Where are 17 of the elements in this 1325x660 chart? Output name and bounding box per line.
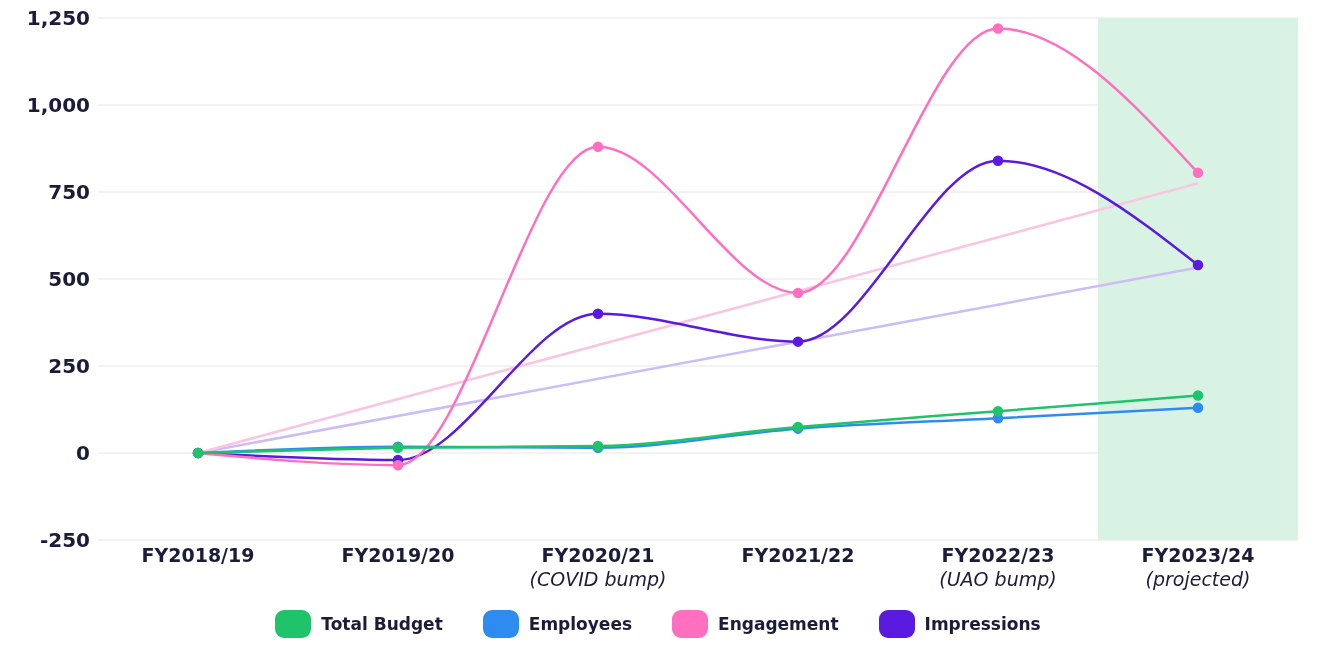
x-tick-label: FY2018/19 [141,544,255,566]
legend-label: Total Budget [320,613,443,636]
x-tick-label: FY2021/22 [741,544,855,566]
x-tick-label: FY2020/21 (COVID bump) [529,544,667,590]
y-tick-label: 1,250 [26,6,90,31]
legend-label: Employees [527,613,633,636]
legend-label: Engagement [717,613,839,636]
y-tick-label: 1,000 [26,93,90,118]
legend-label: Impressions [923,613,1041,636]
x-tick-label: FY2023/24 (projected) [1141,544,1255,590]
x-tick-label: FY2019/20 [341,544,455,566]
y-tick-label: -250 [39,528,90,553]
y-tick-label: 500 [48,267,90,292]
y-tick-label: 250 [48,354,90,379]
y-tick-label: 0 [76,441,90,466]
x-tick-label: FY2022/23 (UAO bump) [939,544,1057,590]
y-tick-label: 750 [48,180,90,205]
